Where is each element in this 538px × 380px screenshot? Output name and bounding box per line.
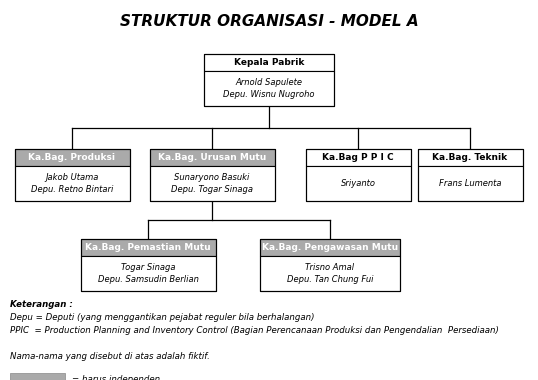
Bar	[260, 239, 400, 291]
Text: Kepala Pabrik: Kepala Pabrik	[234, 58, 304, 67]
Text: Ka.Bag. Urusan Mutu: Ka.Bag. Urusan Mutu	[158, 153, 266, 162]
Text: Ka.Bag. Teknik: Ka.Bag. Teknik	[433, 153, 507, 162]
Text: Ka.Bag. Pemastian Mutu: Ka.Bag. Pemastian Mutu	[85, 243, 211, 252]
Text: Sriyanto: Sriyanto	[341, 179, 376, 188]
Bar	[306, 149, 410, 166]
Bar	[150, 149, 274, 166]
Text: = harus independen: = harus independen	[72, 375, 160, 380]
Text: Arnold Sapulete: Arnold Sapulete	[236, 78, 302, 87]
Text: Keterangan :: Keterangan :	[10, 300, 73, 309]
Text: STRUKTUR ORGANISASI - MODEL A: STRUKTUR ORGANISASI - MODEL A	[119, 14, 419, 29]
Text: Nama-nama yang disebut di atas adalah fiktif.: Nama-nama yang disebut di atas adalah fi…	[10, 352, 210, 361]
Text: Depu = Deputi (yang menggantikan pejabat reguler bila berhalangan): Depu = Deputi (yang menggantikan pejabat…	[10, 313, 315, 322]
Bar	[81, 256, 216, 291]
Text: Depu. Tan Chung Fui: Depu. Tan Chung Fui	[287, 275, 373, 284]
Bar	[81, 239, 216, 256]
Bar	[204, 71, 334, 106]
Text: Jakob Utama: Jakob Utama	[45, 173, 98, 182]
Bar	[260, 256, 400, 291]
Bar	[306, 166, 410, 201]
Text: Depu. Retno Bintari: Depu. Retno Bintari	[31, 185, 113, 194]
Bar	[204, 54, 334, 71]
Bar	[15, 149, 130, 166]
Text: Ka.Bag. Pengawasan Mutu: Ka.Bag. Pengawasan Mutu	[262, 243, 398, 252]
Bar	[10, 373, 65, 380]
Text: PPIC  = Production Planning and Inventory Control (Bagian Perencanaan Produksi d: PPIC = Production Planning and Inventory…	[10, 326, 499, 335]
Bar	[417, 149, 522, 201]
Bar	[204, 54, 334, 106]
Text: Ka.Bag. Produksi: Ka.Bag. Produksi	[29, 153, 116, 162]
Bar	[306, 149, 410, 201]
Bar	[260, 239, 400, 256]
Text: Ka.Bag P P I C: Ka.Bag P P I C	[322, 153, 394, 162]
Text: Depu. Samsudin Berlian: Depu. Samsudin Berlian	[97, 275, 199, 284]
Bar	[417, 149, 522, 166]
Text: Depu. Togar Sinaga: Depu. Togar Sinaga	[171, 185, 253, 194]
Bar	[15, 149, 130, 201]
Bar	[15, 166, 130, 201]
Text: Frans Lumenta: Frans Lumenta	[439, 179, 501, 188]
Text: Togar Sinaga: Togar Sinaga	[121, 263, 175, 272]
Bar	[81, 239, 216, 291]
Bar	[417, 166, 522, 201]
Text: Depu. Wisnu Nugroho: Depu. Wisnu Nugroho	[223, 90, 315, 99]
Text: Sunaryono Basuki: Sunaryono Basuki	[174, 173, 250, 182]
Text: Trisno Amal: Trisno Amal	[306, 263, 355, 272]
Bar	[150, 166, 274, 201]
Bar	[150, 149, 274, 201]
